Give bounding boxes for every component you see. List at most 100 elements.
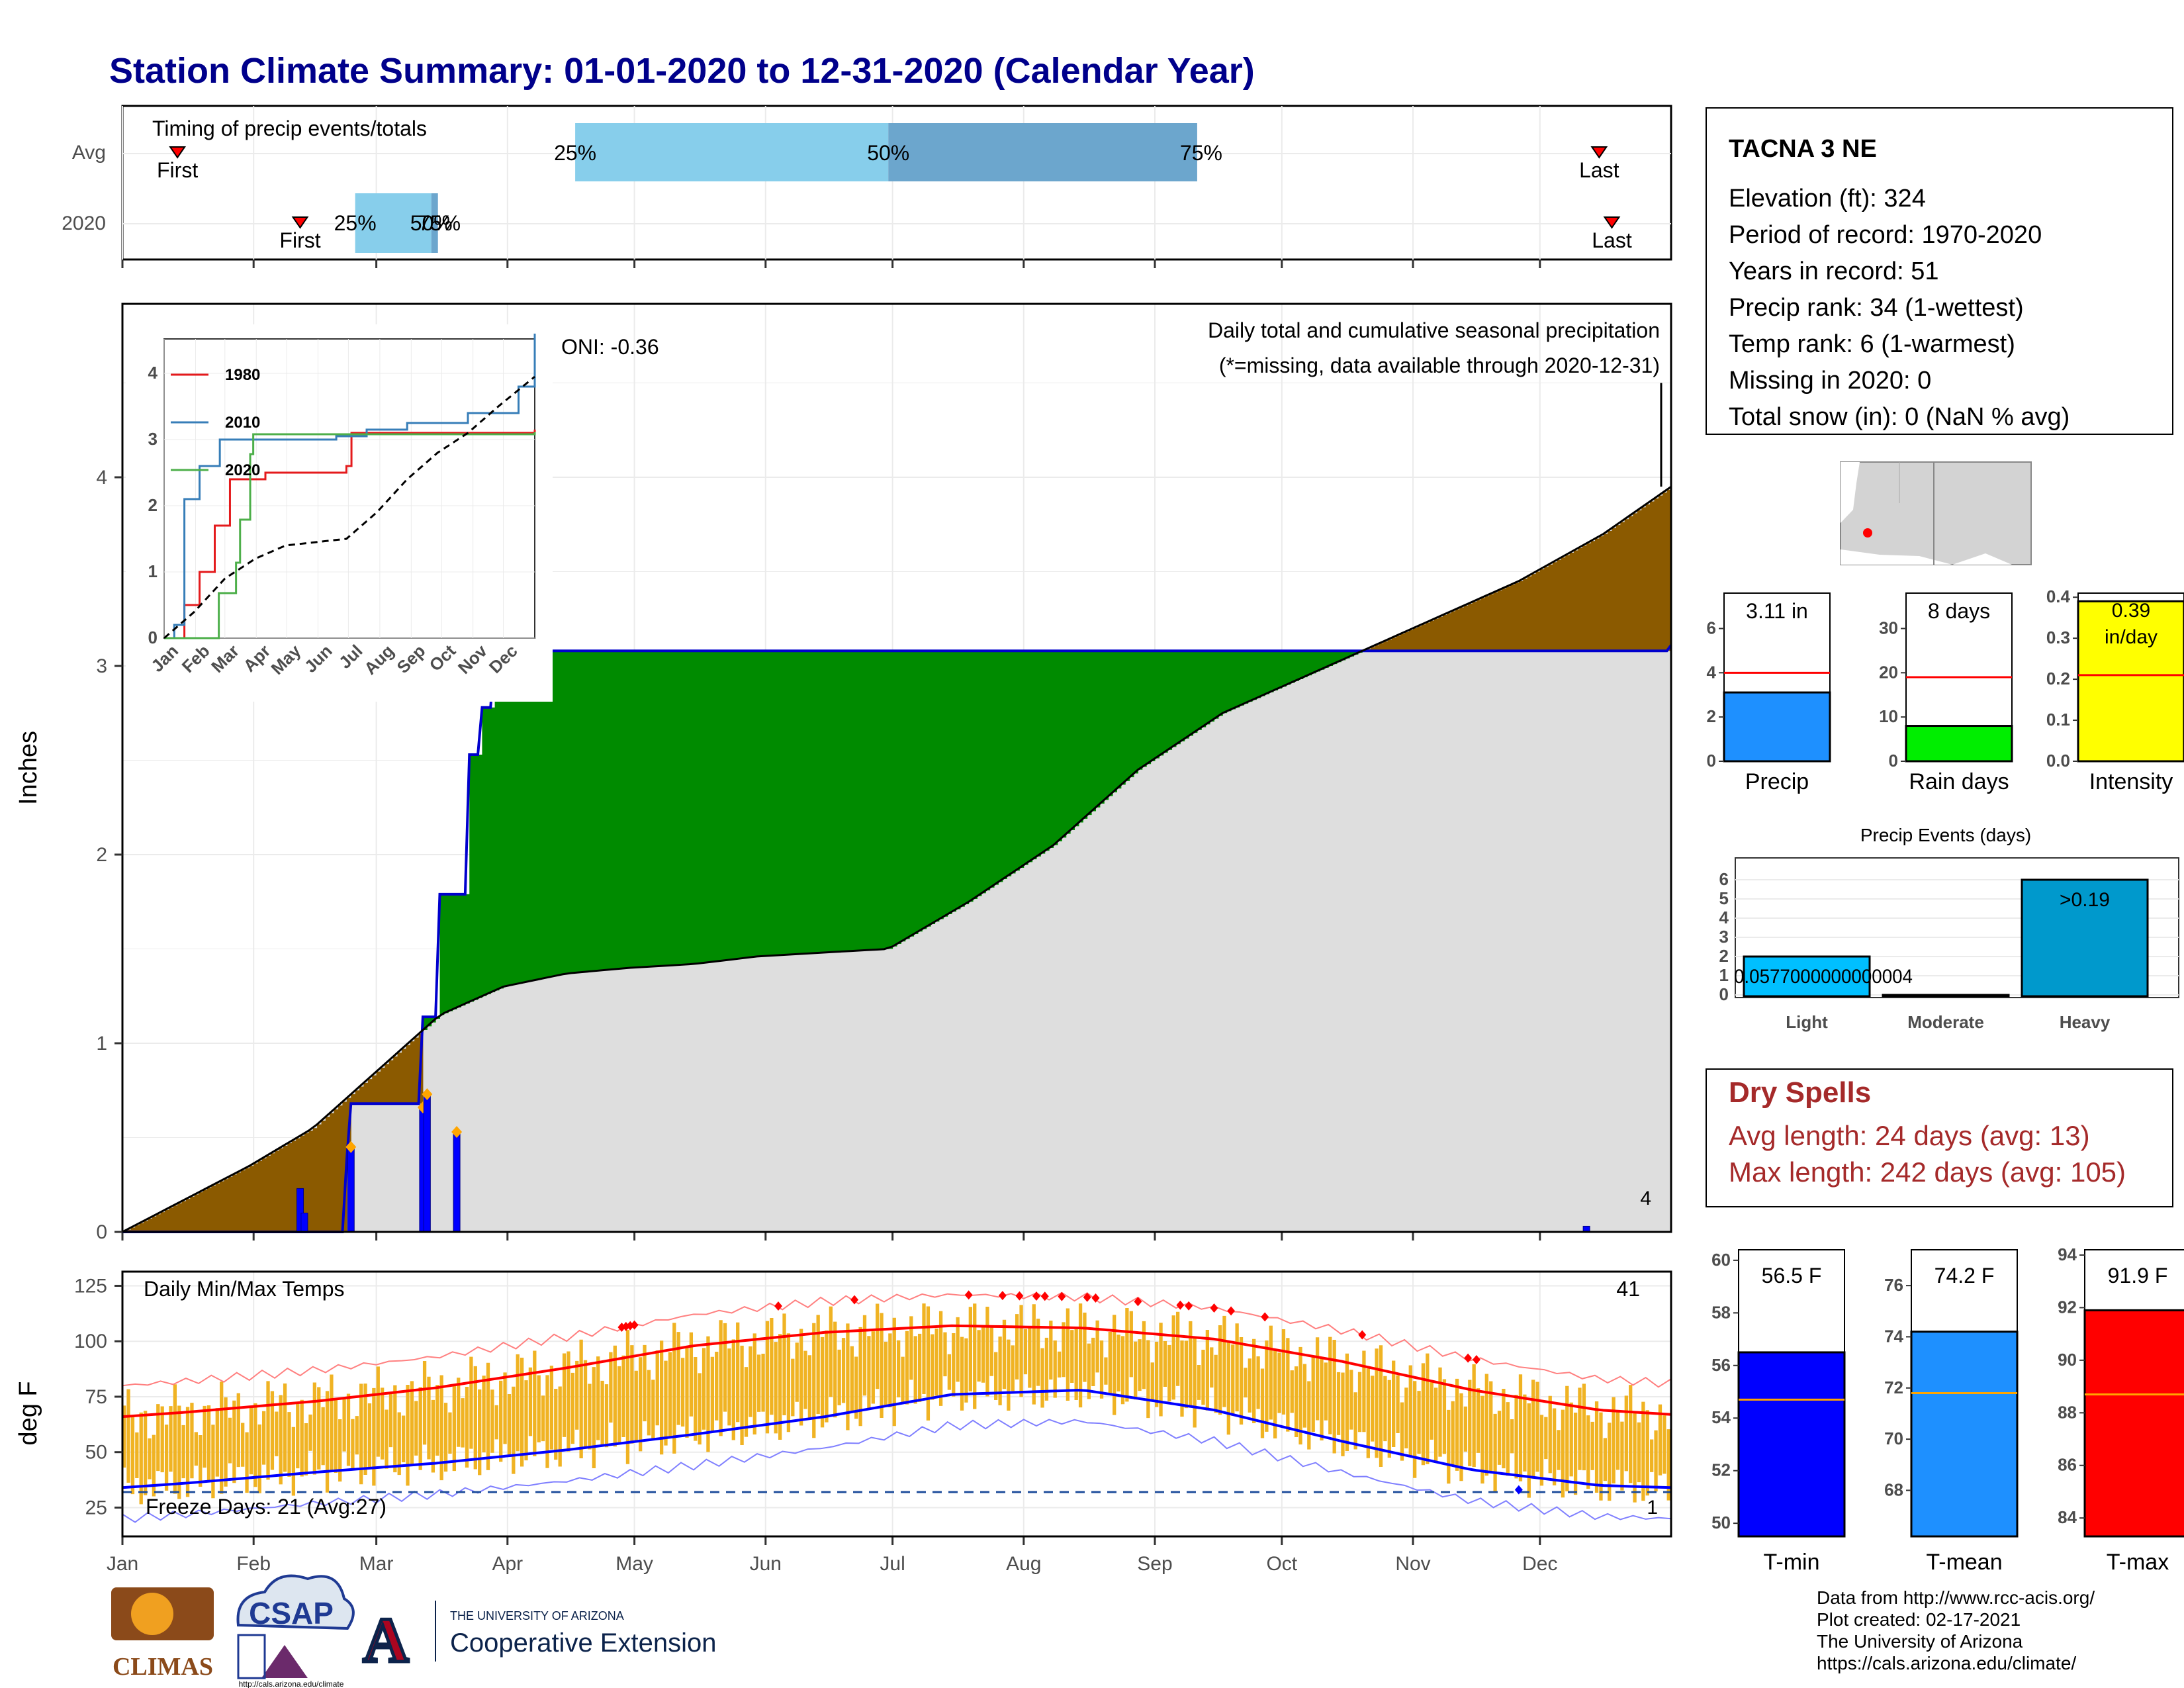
record-high-marker (630, 1320, 639, 1330)
temp-summary-ytick-label: 52 (1711, 1460, 1731, 1480)
temp-summary-label: T-max (2107, 1550, 2169, 1575)
ua-small-text: THE UNIVERSITY OF ARIZONA (450, 1609, 624, 1622)
record-high-marker (1472, 1355, 1480, 1365)
summary-ytick-label: 20 (1879, 662, 1898, 682)
temp-summary-bar-T-max (2083, 1309, 2184, 1538)
last-event-label: Last (1592, 228, 1632, 252)
summary-ytick-label: 30 (1879, 618, 1898, 637)
inset-legend-label: 2010 (225, 414, 260, 432)
events-category-label: Heavy (2060, 1012, 2111, 1032)
summary-ytick-label: 6 (1707, 618, 1716, 637)
inset-line-2020 (164, 432, 536, 639)
dry-spells-box: Dry Spells Avg length: 24 days (avg: 13)… (1706, 1068, 2173, 1207)
dry-spells-frame (1706, 1068, 2173, 1207)
summary-bars: 0 2 4 6 3.11 in Precip 0 10 20 30 8 days Rain days 0… (1707, 586, 2184, 794)
last-event-marker-2020 (1603, 216, 1621, 229)
record-high-marker (1185, 1301, 1193, 1311)
locator-map (1840, 461, 2032, 565)
temp-summary-label: T-min (1764, 1550, 1820, 1575)
temp-summary-value: 74.2 F (1934, 1264, 1995, 1288)
record-high-marker (774, 1301, 782, 1311)
temp-summary-ytick-label: 88 (2058, 1402, 2077, 1422)
summary-bar-Intensity (2077, 600, 2184, 763)
temp-summary-ytick-label: 50 (1711, 1513, 1731, 1532)
locator-map-mexico (1841, 549, 1952, 565)
logos: CLIMAS CSAP http://cals.arizona.edu/clim… (111, 1574, 716, 1688)
inset-ytick-label: 0 (148, 628, 158, 647)
timing-p25-label: 25% (554, 141, 596, 165)
summary-ytick-label: 2 (1707, 706, 1716, 726)
temp-summary-value: 91.9 F (2108, 1264, 2168, 1288)
summary-ytick-label: 0.2 (2046, 669, 2070, 688)
temp-summary-ytick-label: 54 (1711, 1407, 1731, 1427)
events-ytick-label: 5 (1719, 888, 1729, 908)
credit-line: https://cals.arizona.edu/climate/ (1817, 1653, 2076, 1673)
month-label: Jun (750, 1553, 782, 1575)
temp-summary-ytick-label: 60 (1711, 1250, 1731, 1270)
station-info-line: Period of record: 1970-2020 (1729, 221, 2042, 249)
temp-summary-ytick-label: 74 (1884, 1326, 1903, 1346)
locator-map-mexico-east (1952, 553, 2012, 565)
month-label: Sep (1137, 1553, 1172, 1575)
month-label: Mar (359, 1553, 394, 1575)
inset-ytick-label: 3 (148, 429, 158, 449)
events-bar-Light (1743, 955, 1871, 998)
temp-panel: 25 50 75 100 125 deg F Daily Min/Max Temps 4… (15, 1270, 1672, 1575)
timing-row-avg-label: Avg (72, 142, 106, 164)
timing-bar-50-75-Avg (888, 123, 1197, 181)
daily-temp-range-bars (122, 1303, 1670, 1505)
inset-ytick-label: 2 (148, 495, 158, 515)
temp-summary-bars: 50 52 54 56 58 60 56.5 F T-min 68 70 72 74 76 74.2 F T… (1711, 1244, 2184, 1575)
temp-summary-bar-T-min (1737, 1351, 1846, 1538)
inset-legend-label: 2020 (225, 461, 260, 479)
timing-bar-50-75-2020 (431, 193, 438, 253)
temp-panel-label: Daily Min/Max Temps (144, 1277, 344, 1301)
events-bar-label-light: 0.0577000000000004 (1734, 966, 1913, 988)
summary-ytick-label: 10 (1879, 706, 1898, 726)
dry-spells-avg: Avg length: 24 days (avg: 13) (1729, 1120, 2090, 1151)
temp-ytick-label: 125 (74, 1275, 107, 1297)
record-high-marker (1227, 1306, 1236, 1316)
month-label: Nov (1395, 1553, 1430, 1575)
summary-ytick-label: 0.4 (2046, 586, 2071, 606)
timing-bar-25-50-2020 (355, 193, 432, 253)
precip-y-axis-label: Inches (15, 731, 42, 805)
record-high-marker (1464, 1353, 1473, 1363)
credit-line: Data from http://www.rcc-acis.org/ (1817, 1587, 2095, 1608)
record-high-marker (1134, 1297, 1142, 1307)
inset-line-1980 (164, 430, 536, 639)
month-label: Jul (880, 1553, 905, 1575)
temp-summary-bar-T-mean (1910, 1331, 2019, 1538)
first-event-marker-2020 (291, 216, 309, 229)
record-low-marker (1514, 1485, 1523, 1495)
station-info-line: Total snow (in): 0 (NaN % avg) (1729, 403, 2070, 431)
last-event-marker-Avg (1590, 146, 1608, 159)
precip-average-area (122, 487, 1671, 1232)
csap-grid-icon (237, 1634, 266, 1679)
events-ytick-label: 3 (1719, 927, 1729, 947)
locator-map-frame (1840, 461, 2032, 565)
station-info-line: Temp rank: 6 (1-warmest) (1729, 330, 2015, 358)
precip-2020-cumulative-line (122, 644, 1672, 1233)
summary-bar-label: Rain days (1909, 769, 2009, 794)
station-info-line: Precip rank: 34 (1-wettest) (1729, 294, 2024, 322)
first-event-label: First (157, 158, 198, 182)
record-high-marker (1091, 1293, 1100, 1303)
precip-panel: 0 1 2 3 4 Inches ONI: -0.36 Daily total and … (15, 303, 1672, 1243)
record-high-marker (1058, 1291, 1066, 1301)
csap-logo: CSAP http://cals.arizona.edu/climate (236, 1574, 355, 1688)
record-high-marker (1083, 1292, 1091, 1302)
record-high-marker (1358, 1330, 1367, 1340)
month-label: Feb (236, 1553, 271, 1575)
station-name: TACNA 3 NE (1729, 135, 1877, 163)
inset-chart: 01234JanFebMarAprMayJunJulAugSepOctNovDe… (126, 324, 553, 702)
station-info-line: Years in record: 51 (1729, 258, 1939, 285)
csap-mountain-icon (261, 1645, 308, 1678)
events-ytick-label: 6 (1719, 869, 1729, 889)
temp-panel-frame (121, 1270, 1672, 1538)
precip-panel-description: Daily total and cumulative seasonal prec… (1208, 318, 1660, 342)
locator-map-outside (1841, 462, 1860, 523)
month-label: Dec (1522, 1553, 1557, 1575)
timing-p75-label: 75% (418, 211, 461, 235)
ua-logo: A THE UNIVERSITY OF ARIZONA Cooperative … (361, 1601, 716, 1677)
